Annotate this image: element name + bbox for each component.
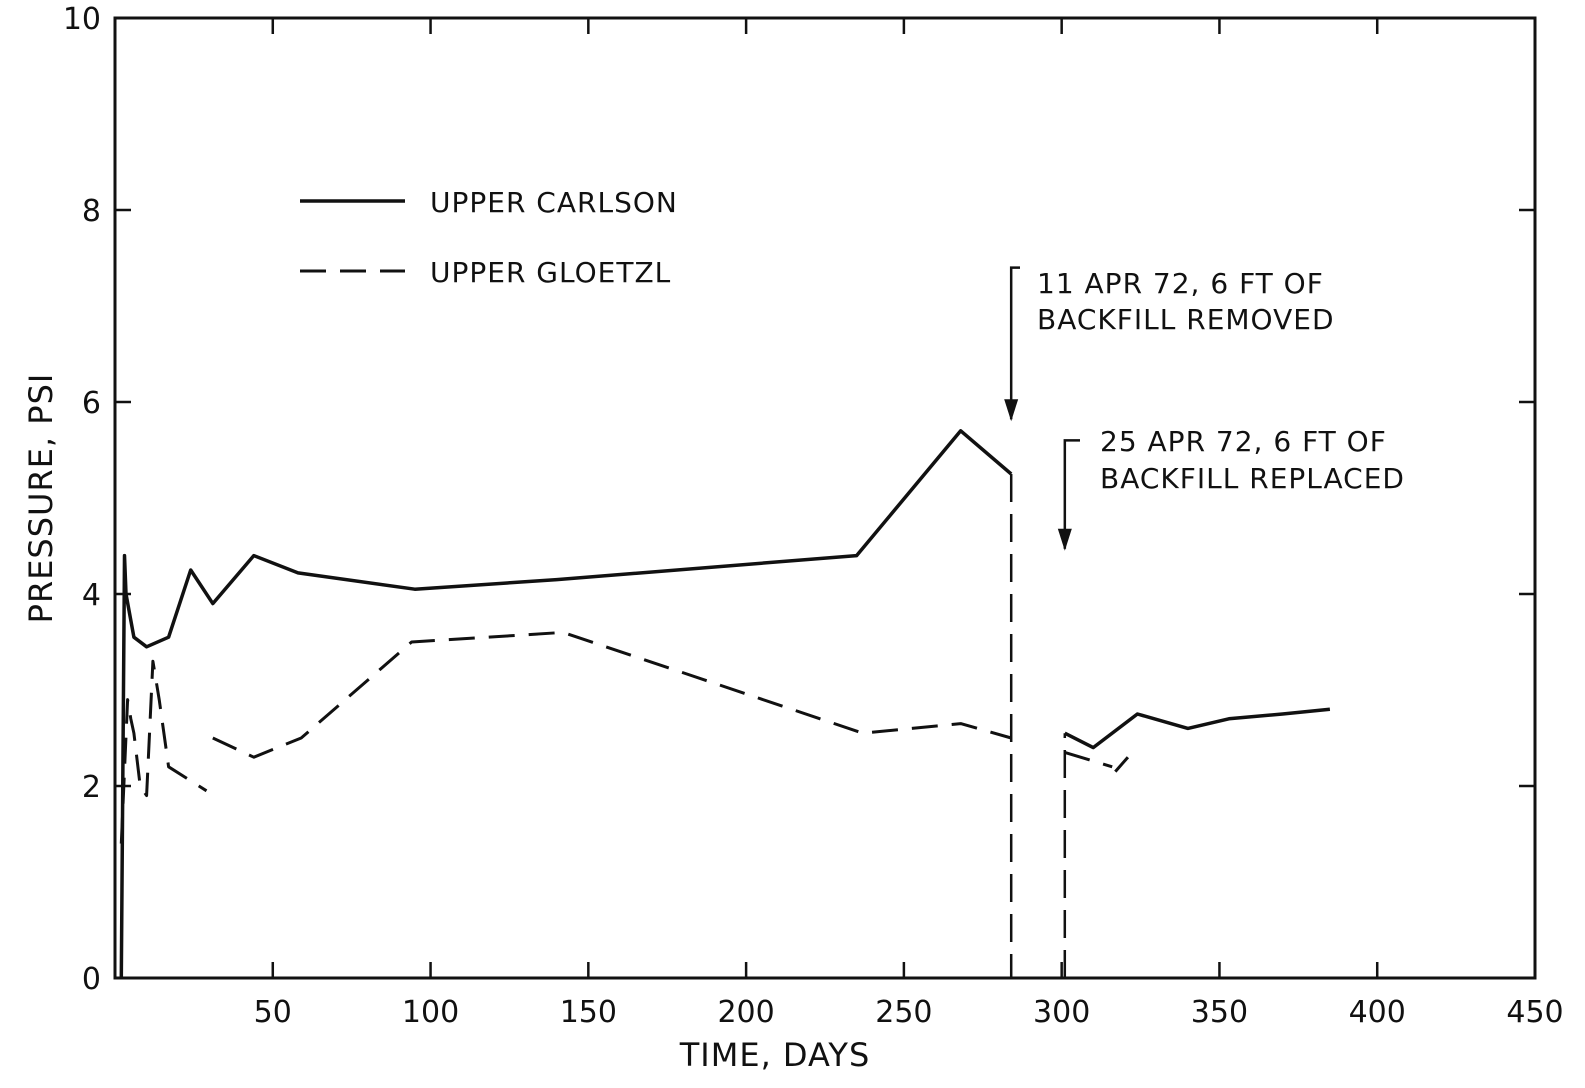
y-tick-label: 8 [82,194,101,229]
annotation-arrowhead [1004,399,1019,422]
y-tick-label: 2 [82,770,101,805]
x-tick-label: 150 [560,995,617,1030]
x-tick-label: 200 [717,995,774,1030]
annotation-text: BACKFILL REPLACED [1100,462,1405,495]
x-axis-title: TIME, DAYS [679,1036,871,1074]
x-tick-label: 300 [1033,995,1090,1030]
y-tick-label: 6 [82,386,101,421]
annotation-arrowhead [1057,528,1072,551]
x-tick-label: 350 [1191,995,1248,1030]
series-upper-gloetzl [119,630,1130,844]
x-tick-label: 450 [1506,995,1563,1030]
series-line-segment [1114,756,1130,773]
annotation-text: 25 APR 72, 6 FT OF [1100,425,1387,458]
series-line-segment [1064,707,1331,750]
x-tick-label: 100 [402,995,459,1030]
annotation-arrow-shaft [1063,439,1080,549]
legend: UPPER CARLSON UPPER GLOETZL [300,186,678,289]
series-layer [119,429,1331,979]
series-upper-carlson [119,429,1331,979]
x-tick-label: 250 [875,995,932,1030]
legend-label: UPPER CARLSON [430,186,678,219]
y-axis-title: PRESSURE, PSI [22,373,60,624]
y-tick-label: 0 [82,962,101,997]
annotation-text: BACKFILL REMOVED [1037,303,1335,336]
plot-frame [113,16,1537,980]
y-tick-label: 10 [63,2,101,37]
annotation: 25 APR 72, 6 FT OF BACKFILL REPLACED [1057,425,1405,551]
x-tick-label: 50 [254,995,292,1030]
series-line-segment [119,659,208,844]
annotation-arrow-shaft [1009,266,1020,420]
y-tick-label: 4 [82,578,101,613]
ticks-layer: 50 100 150 200 250 300 350 400 450 0 2 4 6 8 10 [63,2,1564,1030]
x-tick-label: 400 [1349,995,1406,1030]
annotation-text: 11 APR 72, 6 FT OF [1037,267,1324,300]
series-line-segment [212,630,1012,759]
legend-label: UPPER GLOETZL [430,256,671,289]
series-line-segment [119,429,1013,979]
series-line-segment [1064,750,1113,769]
